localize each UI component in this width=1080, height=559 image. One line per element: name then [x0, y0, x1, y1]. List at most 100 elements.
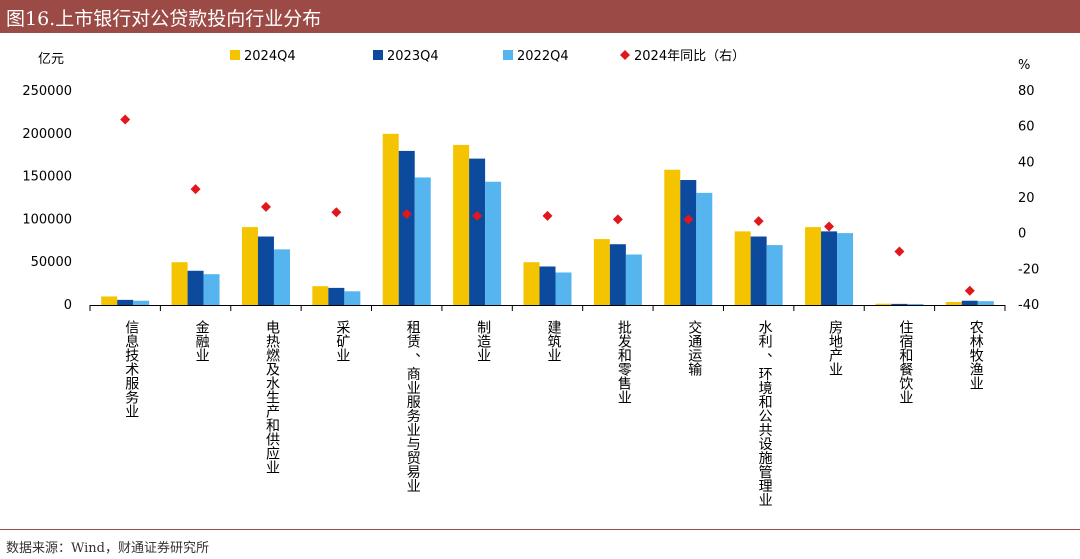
bar-2024q4	[664, 169, 681, 305]
legend-swatch-2022q4	[503, 50, 513, 60]
left-tick-label: 150000	[22, 170, 72, 185]
category-label: 租赁 、商业服务业与贸易业	[405, 320, 421, 493]
chart-title: 图16.上市银行对公贷款投向行业分布	[6, 8, 322, 30]
left-axis-unit: 亿元	[38, 52, 64, 67]
left-tick-label: 50000	[31, 255, 72, 270]
bar-2024q4	[382, 133, 399, 305]
yoy-marker	[964, 285, 975, 296]
left-tick-label: 0	[64, 298, 72, 313]
bar-2024q4	[453, 144, 470, 305]
yoy-marker	[120, 114, 131, 125]
legend-swatch-yoy	[620, 50, 630, 60]
category-label: 建筑业	[546, 320, 562, 362]
left-tick-label: 200000	[22, 127, 72, 142]
bar-2022q4	[625, 254, 642, 305]
bar-2023q4	[961, 300, 978, 305]
bar-2022q4	[203, 274, 220, 305]
yoy-marker	[542, 210, 553, 221]
left-tick-label: 100000	[22, 212, 72, 227]
bar-2023q4	[680, 180, 697, 305]
bar-2022q4	[133, 300, 150, 305]
right-tick-label: 20	[1018, 191, 1035, 206]
bar-2022q4	[344, 291, 361, 305]
bar-2022q4	[766, 245, 783, 305]
legend-label-2023q4: 2023Q4	[387, 49, 439, 64]
yoy-marker	[260, 201, 271, 212]
bar-2024q4	[523, 262, 540, 305]
bar-2022q4	[977, 301, 994, 305]
bar-2024q4	[241, 227, 258, 305]
category-label: 住宿和餐饮业	[897, 320, 913, 404]
bar-2023q4	[539, 266, 556, 305]
right-tick-label: 0	[1018, 227, 1026, 242]
category-label: 交通运输	[686, 319, 702, 376]
bar-2023q4	[398, 150, 415, 305]
yoy-marker	[683, 214, 694, 225]
legend-label-2022q4: 2022Q4	[517, 49, 569, 64]
legend: 2024Q4 2023Q4 2022Q4 2024年同比（右）	[230, 49, 745, 64]
bar-2022q4	[907, 303, 924, 305]
title-bar: 图16.上市银行对公贷款投向行业分布	[0, 0, 1080, 33]
bar-2023q4	[257, 236, 274, 305]
legend-swatch-2023q4	[373, 50, 383, 60]
bar-2023q4	[117, 299, 134, 305]
bar-2022q4	[273, 249, 290, 305]
chart: 亿元 % 2024Q4 2023Q4 2022Q4 2024年同比（右） 0 50000…	[22, 49, 1039, 507]
right-tick-label: 60	[1018, 120, 1035, 135]
yoy-marker	[472, 210, 483, 221]
bar-2022q4	[485, 181, 502, 305]
bar-2024q4	[171, 262, 188, 305]
right-tick-label: 40	[1018, 155, 1035, 170]
bar-2024q4	[734, 231, 751, 305]
bar-2024q4	[945, 302, 962, 305]
right-axis-ticks: -40 -20 0 20 40 60 80	[1018, 84, 1039, 313]
left-tick-label: 250000	[22, 84, 72, 99]
right-tick-label: 80	[1018, 84, 1035, 99]
bar-2024q4	[805, 227, 822, 305]
bar-2023q4	[187, 270, 204, 305]
bar-2022q4	[696, 192, 713, 305]
source-note: 数据来源：Wind，财通证券研究所	[6, 541, 209, 556]
legend-label-2024q4: 2024Q4	[244, 49, 296, 64]
right-axis-unit: %	[1018, 58, 1030, 73]
bar-2023q4	[891, 303, 908, 305]
legend-label-yoy: 2024年同比（右）	[634, 49, 745, 64]
footer-divider	[0, 529, 1080, 530]
category-label: 电热燃及水生产和供应业	[264, 320, 280, 474]
legend-swatch-2024q4	[230, 50, 240, 60]
bar-2023q4	[469, 158, 486, 305]
yoy-marker	[401, 209, 412, 220]
bar-2022q4	[555, 272, 572, 305]
category-label: 信息技术服务业	[123, 320, 139, 418]
yoy-marker	[824, 221, 835, 232]
category-label: 批发和零售业	[616, 320, 632, 404]
yoy-marker	[753, 216, 764, 227]
bar-2023q4	[609, 244, 626, 305]
category-label: 农林牧渔业	[968, 320, 984, 390]
bar-2024q4	[312, 286, 329, 305]
bar-2023q4	[328, 287, 345, 305]
yoy-marker	[612, 214, 623, 225]
category-label: 水利 、环境和公共设施管理业	[757, 320, 773, 507]
yoy-markers	[120, 114, 975, 296]
left-axis-ticks: 0 50000 100000 150000 200000 250000	[22, 84, 72, 313]
bar-2023q4	[750, 236, 767, 305]
category-label: 采矿业	[334, 320, 350, 362]
x-axis-ticks	[89, 305, 1006, 311]
bar-2024q4	[593, 239, 610, 305]
yoy-marker	[331, 207, 342, 218]
bar-2022q4	[414, 177, 431, 305]
right-tick-label: -40	[1018, 298, 1039, 313]
bar-2024q4	[101, 296, 118, 305]
category-label: 制造业	[475, 320, 491, 362]
yoy-marker	[190, 184, 201, 195]
category-labels: 信息技术服务业 金融业 电热燃及水生产和供应业 采矿业 租赁 、商业服务业与贸易业 制造业…	[123, 319, 984, 506]
bar-2023q4	[821, 231, 838, 305]
yoy-marker	[894, 246, 905, 257]
category-label: 金融业	[194, 320, 210, 362]
bar-2024q4	[875, 303, 892, 305]
bars	[101, 133, 994, 305]
category-label: 房地产业	[827, 320, 843, 376]
bar-2022q4	[837, 233, 854, 305]
right-tick-label: -20	[1018, 262, 1039, 277]
